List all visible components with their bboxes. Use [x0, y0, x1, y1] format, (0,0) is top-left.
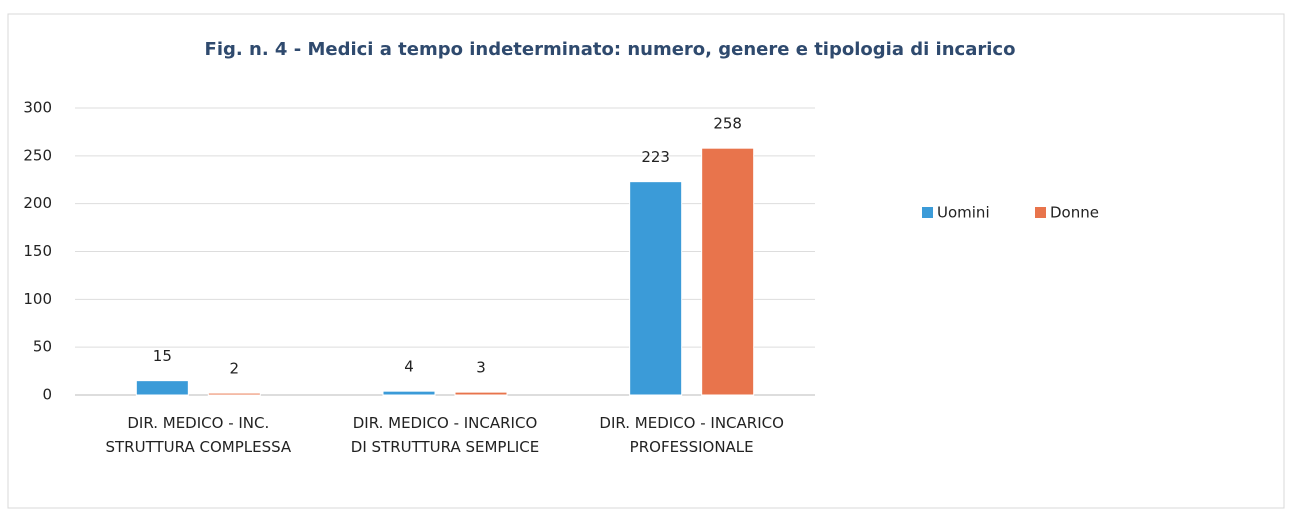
bar — [629, 181, 683, 396]
bar — [382, 390, 436, 396]
bar — [701, 147, 755, 396]
legend-label: Donne — [1050, 204, 1099, 222]
bar — [135, 380, 189, 396]
bar — [207, 392, 261, 396]
y-tick-label: 250 — [23, 146, 52, 164]
legend-label: Uomini — [937, 204, 990, 222]
legend-swatch — [922, 207, 933, 218]
y-tick-label: 50 — [33, 338, 52, 356]
x-tick-label: DIR. MEDICO - INCARICO PROFESSIONALE — [599, 414, 784, 456]
data-label: 223 — [641, 148, 670, 166]
data-label: 15 — [153, 347, 172, 365]
y-tick-label: 100 — [23, 290, 52, 308]
data-label: 2 — [230, 360, 240, 378]
data-label: 3 — [476, 359, 486, 377]
y-tick-label: 0 — [42, 386, 52, 404]
y-tick-label: 300 — [23, 99, 52, 117]
y-tick-label: 200 — [23, 194, 52, 212]
legend-swatch — [1035, 207, 1046, 218]
chart-title: Fig. n. 4 - Medici a tempo indeterminato… — [205, 39, 1016, 60]
chart-frame — [7, 13, 1285, 509]
bar — [454, 391, 508, 396]
data-label: 258 — [713, 115, 742, 133]
x-tick-label: DIR. MEDICO - INC. STRUTTURA COMPLESSA — [106, 414, 292, 456]
data-label: 4 — [404, 358, 414, 376]
y-tick-label: 150 — [23, 242, 52, 260]
x-tick-label: DIR. MEDICO - INCARICO DI STRUTTURA SEMPL… — [351, 414, 539, 456]
